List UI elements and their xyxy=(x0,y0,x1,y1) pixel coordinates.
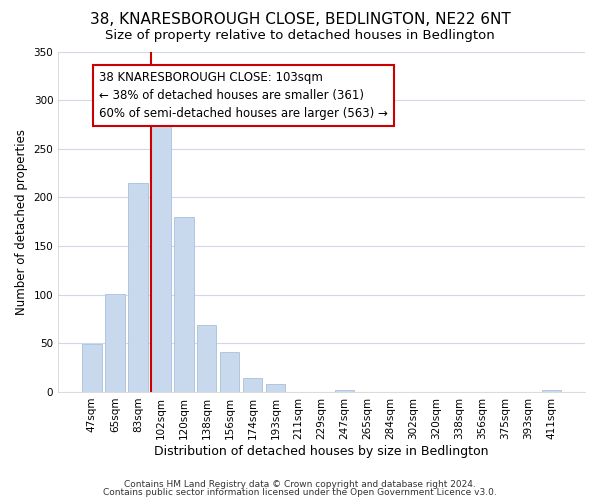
Bar xyxy=(197,325,217,392)
Bar xyxy=(220,352,239,392)
Y-axis label: Number of detached properties: Number of detached properties xyxy=(15,128,28,314)
Bar xyxy=(82,344,101,392)
X-axis label: Distribution of detached houses by size in Bedlington: Distribution of detached houses by size … xyxy=(154,444,489,458)
Bar xyxy=(542,390,561,392)
Bar xyxy=(151,126,170,392)
Bar xyxy=(335,390,355,392)
Bar xyxy=(105,294,125,392)
Text: Contains HM Land Registry data © Crown copyright and database right 2024.: Contains HM Land Registry data © Crown c… xyxy=(124,480,476,489)
Text: 38 KNARESBOROUGH CLOSE: 103sqm
← 38% of detached houses are smaller (361)
60% of: 38 KNARESBOROUGH CLOSE: 103sqm ← 38% of … xyxy=(99,71,388,120)
Text: Contains public sector information licensed under the Open Government Licence v3: Contains public sector information licen… xyxy=(103,488,497,497)
Text: Size of property relative to detached houses in Bedlington: Size of property relative to detached ho… xyxy=(105,29,495,42)
Bar xyxy=(174,217,194,392)
Bar xyxy=(266,384,286,392)
Bar xyxy=(243,378,262,392)
Text: 38, KNARESBOROUGH CLOSE, BEDLINGTON, NE22 6NT: 38, KNARESBOROUGH CLOSE, BEDLINGTON, NE2… xyxy=(89,12,511,28)
Bar xyxy=(128,183,148,392)
